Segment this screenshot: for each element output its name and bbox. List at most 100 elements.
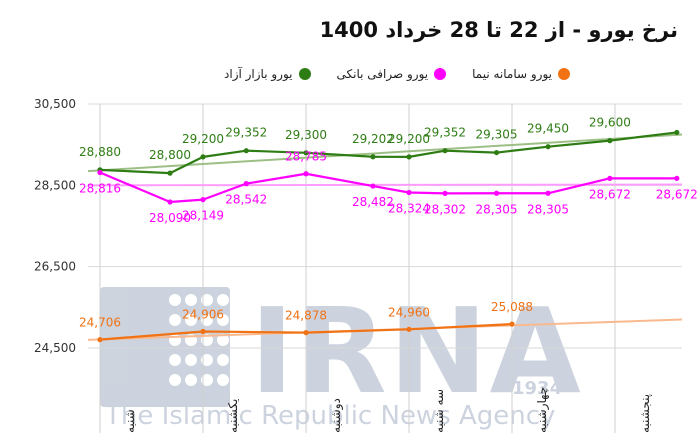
watermark-logo-dot (217, 334, 229, 346)
data-label-azad: 28,800 (149, 148, 191, 162)
data-point-sarafi (493, 190, 500, 196)
data-label-sarafi: 28,305 (476, 202, 518, 216)
watermark-logo-dot (201, 334, 213, 346)
watermark-logo-dot (169, 374, 181, 386)
legend: یورو بازار آزاد یورو صرافی بانکی یورو سا… (224, 64, 570, 84)
watermark-logo-dot (169, 294, 181, 306)
watermark-logo-dot (201, 314, 213, 326)
legend-swatch-nima (558, 68, 570, 80)
data-point-sarafi (370, 183, 376, 189)
data-point-sarafi (303, 171, 309, 177)
chart-title: نرخ یورو - از 22 تا 28 خرداد 1400 (319, 18, 678, 42)
data-point-azad (442, 148, 448, 154)
data-label-nima: 24,906 (182, 307, 224, 321)
y-tick-label: 30,500 (34, 97, 76, 111)
data-label-azad: 29,202 (352, 132, 394, 146)
watermark-logo-dot (217, 374, 229, 386)
data-label-sarafi: 28,302 (424, 202, 466, 216)
data-point-azad (303, 150, 309, 156)
data-label-sarafi: 28,542 (225, 193, 267, 207)
data-point-azad (493, 149, 500, 156)
trend-line (87, 183, 683, 187)
x-axis-layer: شنبه یکشنبه دوشنبه سه شنبه چهارشنبه پنجشنبه (123, 387, 652, 433)
watermark-logo-dot (169, 314, 181, 326)
data-label-nima: 24,706 (79, 316, 121, 330)
data-point-sarafi (167, 199, 173, 205)
data-point-azad (243, 148, 249, 154)
data-label-nima: 24,878 (285, 309, 327, 323)
x-tick-label: پنجشنبه (638, 394, 652, 433)
watermark-year: 1934 (512, 378, 562, 399)
legend-item-sarafi[interactable]: یورو صرافی بانکی (337, 67, 447, 81)
watermark-logo-dot (201, 354, 213, 366)
data-label-azad: 29,305 (476, 128, 518, 142)
grid-layer: 30,500 28,500 26,500 24,500 (34, 97, 682, 433)
data-point-azad (545, 144, 551, 150)
legend-item-azad[interactable]: یورو بازار آزاد (224, 67, 311, 81)
data-point-sarafi (200, 197, 206, 203)
watermark-logo-shape (100, 287, 230, 407)
legend-label-nima: یورو سامانه نیما (472, 67, 552, 81)
data-label-sarafi: 28,324 (388, 201, 430, 215)
data-point-nima (97, 337, 103, 343)
watermark-logo-dot (169, 354, 181, 366)
x-tick-label: چهارشنبه (535, 387, 550, 433)
data-point-azad (674, 129, 680, 136)
data-point-sarafi (674, 175, 680, 181)
x-tick-label: سه شنبه (432, 389, 446, 433)
data-point-nima (509, 321, 515, 327)
data-label-nima: 24,960 (388, 305, 430, 319)
data-label-azad: 29,352 (424, 126, 466, 140)
watermark-logo-dot (217, 314, 229, 326)
y-tick-label: 26,500 (34, 260, 76, 274)
watermark-logo-dot (185, 314, 197, 326)
data-label-azad: 29,300 (285, 128, 327, 142)
legend-label-sarafi: یورو صرافی بانکی (336, 67, 429, 81)
watermark-logo-dot (185, 354, 197, 366)
legend-label-azad: یورو بازار آزاد (224, 67, 293, 81)
x-tick-label: شنبه (123, 409, 137, 433)
data-point-nima (303, 330, 309, 336)
data-point-azad (200, 154, 206, 160)
data-label-sarafi: 28,785 (285, 150, 327, 164)
data-point-azad (370, 154, 376, 160)
data-point-nima (200, 328, 206, 335)
data-point-sarafi (406, 189, 412, 196)
data-label-sarafi: 28,305 (527, 202, 569, 216)
watermark-logo-dot (217, 294, 229, 306)
data-point-sarafi (442, 190, 448, 196)
data-point-sarafi (97, 169, 103, 176)
data-point-azad (406, 154, 412, 160)
legend-swatch-sarafi (434, 68, 447, 80)
series-layer (97, 129, 680, 343)
watermark-logo-dot (201, 294, 213, 306)
data-point-nima (406, 326, 412, 332)
data-point-azad (607, 138, 613, 144)
data-label-azad: 29,600 (589, 116, 631, 130)
x-tick-label: دوشنبه (329, 398, 344, 433)
data-label-sarafi: 28,672 (589, 187, 631, 201)
x-tick-label: یکشنبه (226, 399, 240, 433)
data-label-sarafi: 28,149 (182, 209, 224, 223)
watermark-logo-dot (185, 374, 197, 386)
watermark-logo-dot (217, 354, 229, 366)
data-label-sarafi: 28,816 (79, 181, 121, 195)
data-point-sarafi (243, 181, 249, 187)
data-label-sarafi: 28,672 (656, 187, 698, 201)
watermark-logo-dot (201, 374, 213, 386)
series-line-sarafi (99, 171, 677, 204)
data-point-sarafi (545, 190, 551, 196)
data-label-azad: 29,352 (225, 126, 267, 140)
data-label-nima: 25,088 (491, 300, 533, 314)
data-label-azad: 29,200 (388, 132, 430, 146)
data-label-azad: 29,450 (527, 122, 569, 136)
data-label-azad: 28,880 (79, 145, 121, 159)
legend-swatch-azad (298, 68, 311, 80)
y-tick-label: 24,500 (34, 341, 76, 355)
legend-item-nima[interactable]: یورو سامانه نیما (472, 67, 570, 81)
